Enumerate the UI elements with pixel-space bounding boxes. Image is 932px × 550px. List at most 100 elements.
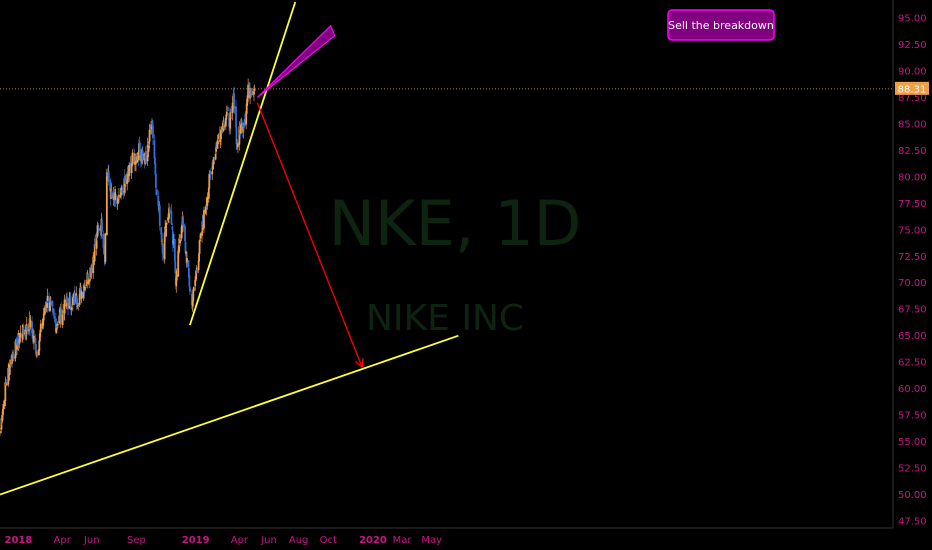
candle-body [118, 194, 120, 197]
candle-body [250, 93, 252, 95]
candle-body [175, 274, 178, 281]
candle-body [223, 126, 226, 128]
candle-body [136, 152, 139, 162]
time-axis[interactable]: 2018 Apr Jun Sep 2019 Apr Jun Aug Oct 2020 Mar May [0, 527, 893, 546]
callout-text: Sell the breakdown [668, 19, 774, 32]
candle-body [218, 133, 220, 140]
candle-body [123, 178, 126, 193]
candle-body [187, 260, 190, 268]
candle-body [253, 88, 256, 92]
candle-body [0, 431, 1, 434]
candle-body [189, 289, 192, 292]
candle-body [218, 133, 221, 135]
candle-body [237, 143, 239, 147]
candle-body [147, 145, 150, 152]
candle-body [28, 329, 31, 334]
candle-body [35, 343, 37, 354]
candle-body [127, 169, 130, 175]
candle-body [56, 323, 59, 326]
candle-body [213, 158, 216, 160]
candle-body [242, 126, 245, 128]
candle-body [84, 286, 86, 291]
candle-body [162, 255, 165, 258]
price-tick-label: 67.50 [898, 305, 927, 316]
candle-body [51, 300, 54, 307]
candle-body [22, 332, 25, 337]
candle-body [44, 307, 47, 308]
time-tick-label: Apr [231, 535, 249, 546]
candle-body [211, 171, 214, 175]
candle-body [246, 95, 249, 101]
candle-body [114, 194, 117, 196]
candle-body [20, 335, 23, 338]
candle-body [101, 220, 103, 232]
candle-body [188, 275, 191, 287]
candle-body [76, 306, 79, 308]
candle-body [173, 239, 176, 261]
candle-body [229, 112, 232, 119]
candle-body [45, 304, 48, 306]
time-tick-label: Oct [320, 535, 337, 546]
candle-body [4, 383, 7, 385]
candle-body [49, 302, 52, 305]
candle-body [38, 333, 41, 342]
candle-body [3, 399, 6, 407]
candle-body [180, 226, 183, 239]
candle-body [50, 300, 52, 302]
candle-body [26, 325, 29, 331]
candle-body [141, 151, 144, 161]
candle-body [55, 326, 58, 330]
callout[interactable]: Sell the breakdown [667, 9, 775, 41]
candle-body [97, 225, 100, 227]
candle-body [80, 291, 83, 299]
candle-body [243, 120, 246, 127]
price-axis[interactable]: 47.50 50.00 52.50 55.00 57.50 60.00 62.50 65.00… [892, 0, 929, 528]
candle-body [215, 147, 217, 152]
candle-body [29, 320, 32, 327]
candle-body [155, 189, 158, 195]
candle-body [230, 109, 233, 112]
candle-body [172, 241, 175, 243]
candle-body [34, 337, 37, 344]
candle-body [250, 91, 253, 93]
price-tick-label: 85.00 [898, 119, 927, 130]
candle-body [137, 154, 139, 156]
candle-body [86, 282, 88, 284]
candle-body [253, 91, 255, 95]
candle-body [76, 304, 79, 305]
candle-body [66, 295, 68, 303]
price-tick-label: 95.00 [898, 14, 927, 25]
candle-body [202, 218, 204, 225]
candle-body [207, 187, 210, 199]
candle-body [228, 127, 231, 131]
candle-body [201, 231, 203, 236]
price-tick-label: 87.50 [898, 93, 927, 104]
projection-arrow[interactable] [256, 102, 363, 368]
candle-body [221, 126, 224, 131]
candle-body [128, 165, 131, 176]
candle-body [204, 207, 207, 211]
time-tick-label: Sep [127, 535, 146, 546]
candle-body [95, 233, 98, 249]
candle-body [134, 155, 137, 163]
candle-body [1, 416, 4, 421]
time-tick-label: May [421, 535, 442, 546]
candle-body [203, 210, 205, 229]
candle-body [168, 206, 171, 211]
upper-trendline[interactable] [189, 1, 297, 326]
candle-body [73, 292, 76, 305]
candle-body [0, 418, 3, 430]
candle-body [245, 103, 248, 114]
lower-trendline[interactable] [0, 334, 459, 496]
price-tick-label: 70.00 [898, 278, 927, 289]
candle-body [93, 243, 96, 262]
candle-body [117, 198, 120, 200]
candle-body [235, 127, 238, 145]
candle-body [163, 233, 166, 260]
candle-body [137, 143, 140, 160]
price-tick-label: 62.50 [898, 358, 927, 369]
candle-body [182, 223, 185, 227]
watermark-name: NIKE INC [366, 298, 524, 339]
